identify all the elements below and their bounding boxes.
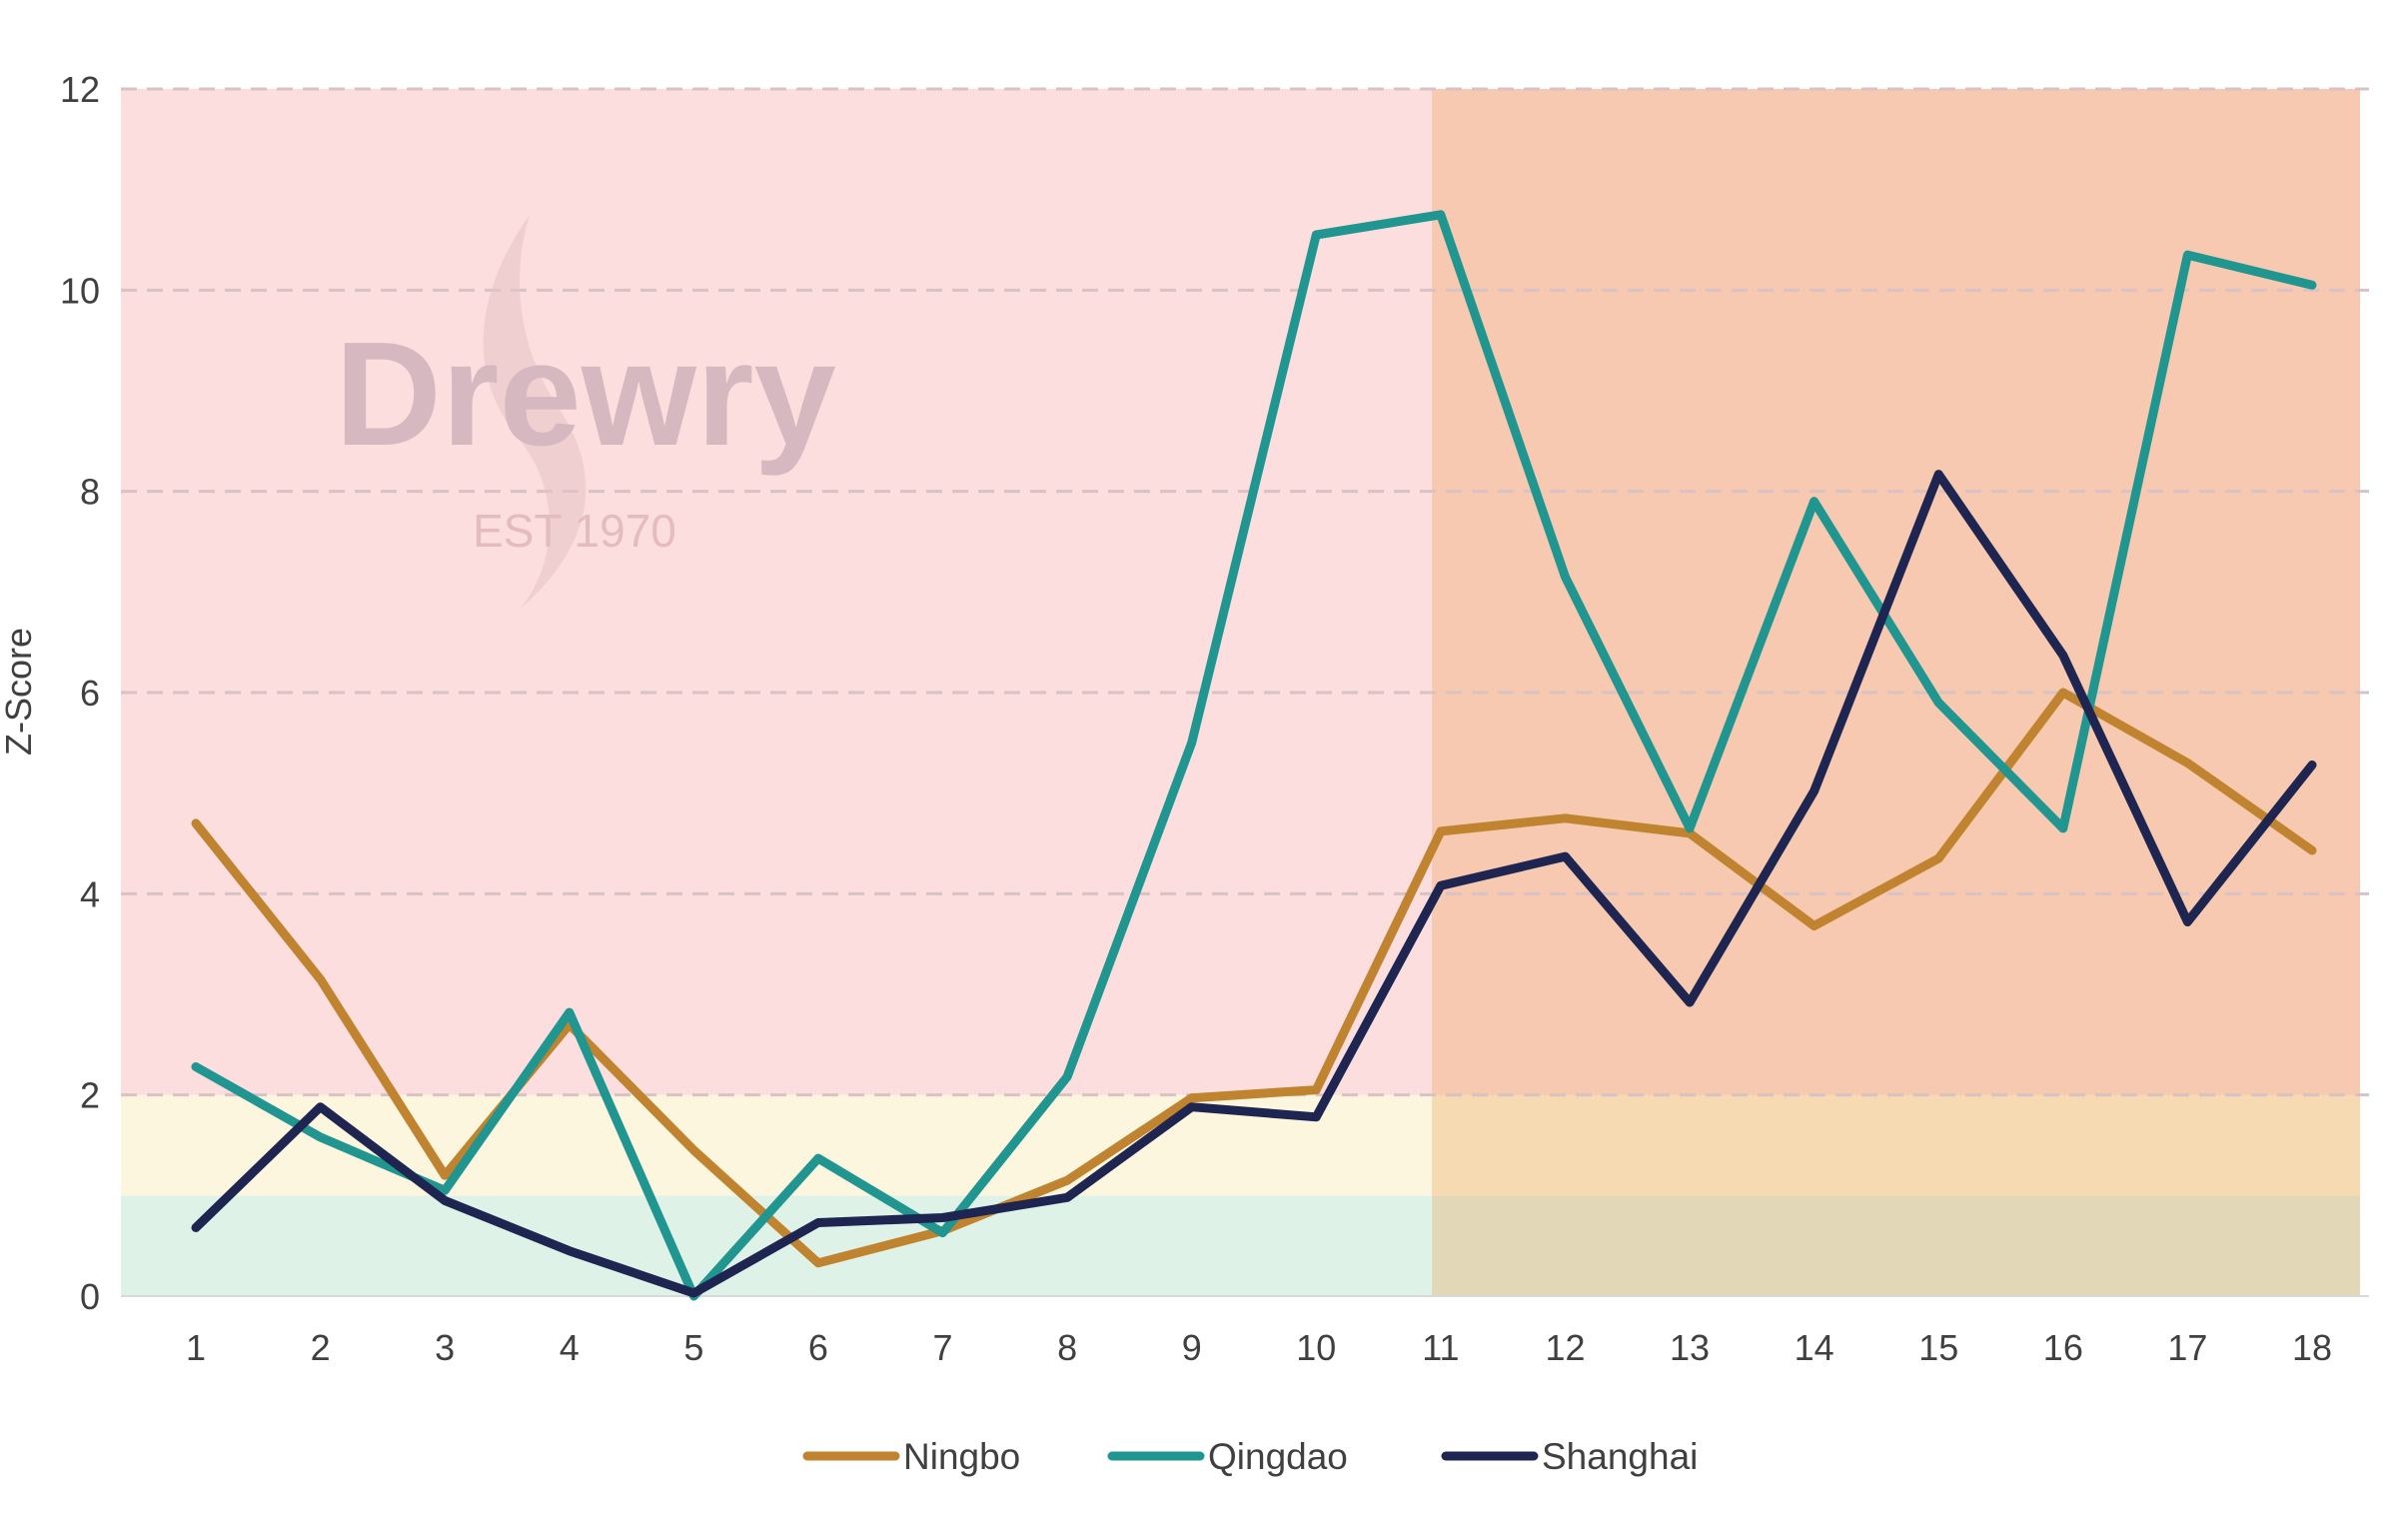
flame-logo-icon: [483, 215, 587, 610]
x-tick-label: 11: [1422, 1327, 1459, 1368]
y-tick-label: 4: [80, 873, 100, 914]
y-tick-label: 8: [80, 472, 100, 513]
legend-label: Qingdao: [1208, 1436, 1348, 1477]
x-tick-label: 8: [1057, 1327, 1077, 1368]
x-tick-label: 1: [186, 1327, 206, 1368]
x-tick-label: 17: [2167, 1327, 2207, 1368]
drewry-watermark: Drewry EST 1970: [335, 215, 836, 610]
y-tick-label: 2: [80, 1075, 100, 1116]
x-tick-label: 7: [933, 1327, 953, 1368]
x-tick-label: 2: [311, 1327, 331, 1368]
legend-item-qingdao: Qingdao: [1107, 1436, 1348, 1477]
watermark-brand: Drewry: [335, 312, 836, 477]
legend-label: Ningbo: [903, 1436, 1020, 1477]
legend: Ningbo Qingdao Shanghai: [802, 1436, 1698, 1477]
band-low: [121, 1195, 2360, 1296]
legend-item-ningbo: Ningbo: [802, 1436, 1020, 1477]
x-tick-label: 4: [560, 1327, 580, 1368]
series-lines: [191, 210, 2317, 1301]
y-tick-label: 0: [80, 1276, 100, 1317]
x-tick-label: 12: [1545, 1327, 1585, 1368]
y-axis-label: Z-Score: [0, 628, 39, 756]
x-tick-label: 14: [1795, 1327, 1834, 1368]
series-line-qingdao: [191, 210, 2317, 1301]
x-tick-label: 15: [1918, 1327, 1958, 1368]
series-line-shanghai: [191, 470, 2317, 1298]
x-tick-label: 18: [2292, 1327, 2332, 1368]
y-tick-label: 6: [80, 673, 100, 714]
y-axis-ticks: 0 2 4 6 8 10 12: [60, 69, 100, 1317]
x-axis-ticks: 1 2 3 4 5 6 7 8 9 10 11 12 13 14 15 16 17 18: [186, 1327, 2332, 1368]
watermark-tagline: EST 1970: [473, 505, 676, 557]
legend-item-shanghai: Shanghai: [1441, 1436, 1698, 1477]
x-tick-label: 13: [1670, 1327, 1710, 1368]
y-tick-label: 12: [60, 69, 100, 110]
band-high: [121, 89, 2360, 1095]
x-tick-label: 3: [435, 1327, 455, 1368]
x-tick-label: 5: [683, 1327, 703, 1368]
x-tick-label: 9: [1182, 1327, 1202, 1368]
x-tick-label: 16: [2043, 1327, 2083, 1368]
y-tick-label: 10: [60, 270, 100, 311]
x-tick-label: 10: [1296, 1327, 1336, 1368]
x-tick-label: 6: [808, 1327, 828, 1368]
legend-label: Shanghai: [1542, 1436, 1698, 1477]
